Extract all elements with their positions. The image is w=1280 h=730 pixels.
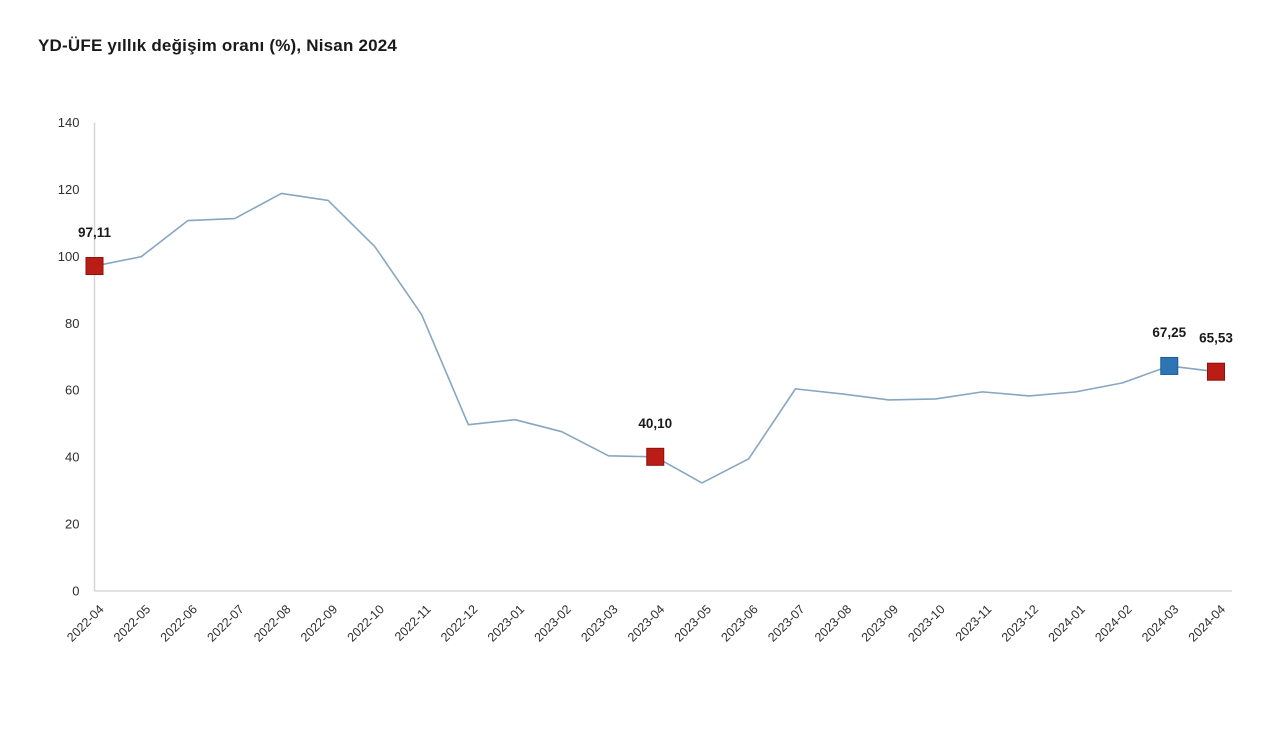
x-tick-label: 2023-09 <box>859 602 901 644</box>
x-tick-label: 2024-02 <box>1092 602 1134 644</box>
x-tick-label: 2024-03 <box>1139 602 1181 644</box>
marker-square-red <box>85 257 104 276</box>
data-point-label: 97,11 <box>78 225 112 240</box>
x-tick-label: 2023-01 <box>485 602 527 644</box>
marker-square-red <box>646 447 665 466</box>
x-tick-label: 2023-10 <box>905 602 947 644</box>
x-tick-label: 2022-04 <box>64 602 106 644</box>
y-tick-label: 0 <box>72 584 79 599</box>
x-tick-label: 2022-10 <box>345 602 387 644</box>
x-tick-label: 2023-12 <box>999 602 1041 644</box>
data-point-label: 67,25 <box>1152 325 1186 340</box>
x-tick-label: 2022-06 <box>158 602 200 644</box>
x-tick-label: 2023-08 <box>812 602 854 644</box>
x-tick-label: 2024-01 <box>1046 602 1088 644</box>
chart-title: YD-ÜFE yıllık değişim oranı (%), Nisan 2… <box>38 36 398 55</box>
x-tick-label: 2023-03 <box>578 602 620 644</box>
data-point-label: 40,10 <box>638 416 672 431</box>
series-line <box>94 192 1217 484</box>
y-tick-label: 20 <box>65 517 79 532</box>
x-tick-label: 2023-02 <box>532 602 574 644</box>
y-tick-label: 60 <box>65 383 79 398</box>
x-tick-label: 2022-07 <box>204 602 246 644</box>
data-point-label: 65,53 <box>1199 331 1233 346</box>
x-tick-label: 2024-04 <box>1186 602 1228 644</box>
y-tick-label: 120 <box>58 182 80 197</box>
x-tick-label: 2022-08 <box>251 602 293 644</box>
y-tick-label: 100 <box>58 249 80 264</box>
y-tick-label: 80 <box>65 316 79 331</box>
marker-square-red <box>1207 362 1225 381</box>
x-tick-label: 2023-05 <box>672 602 714 644</box>
x-tick-label: 2022-05 <box>111 602 153 644</box>
x-tick-label: 2023-06 <box>718 602 760 644</box>
y-tick-label: 40 <box>65 450 79 465</box>
y-tick-label: 140 <box>58 115 80 130</box>
x-tick-label: 2023-07 <box>765 602 807 644</box>
x-tick-label: 2022-09 <box>298 602 340 644</box>
x-tick-label: 2023-11 <box>953 602 995 644</box>
x-tick-label: 2023-04 <box>625 602 667 644</box>
x-tick-label: 2022-11 <box>392 602 434 644</box>
x-tick-label: 2022-12 <box>438 602 480 644</box>
marker-square-blue <box>1160 356 1179 375</box>
